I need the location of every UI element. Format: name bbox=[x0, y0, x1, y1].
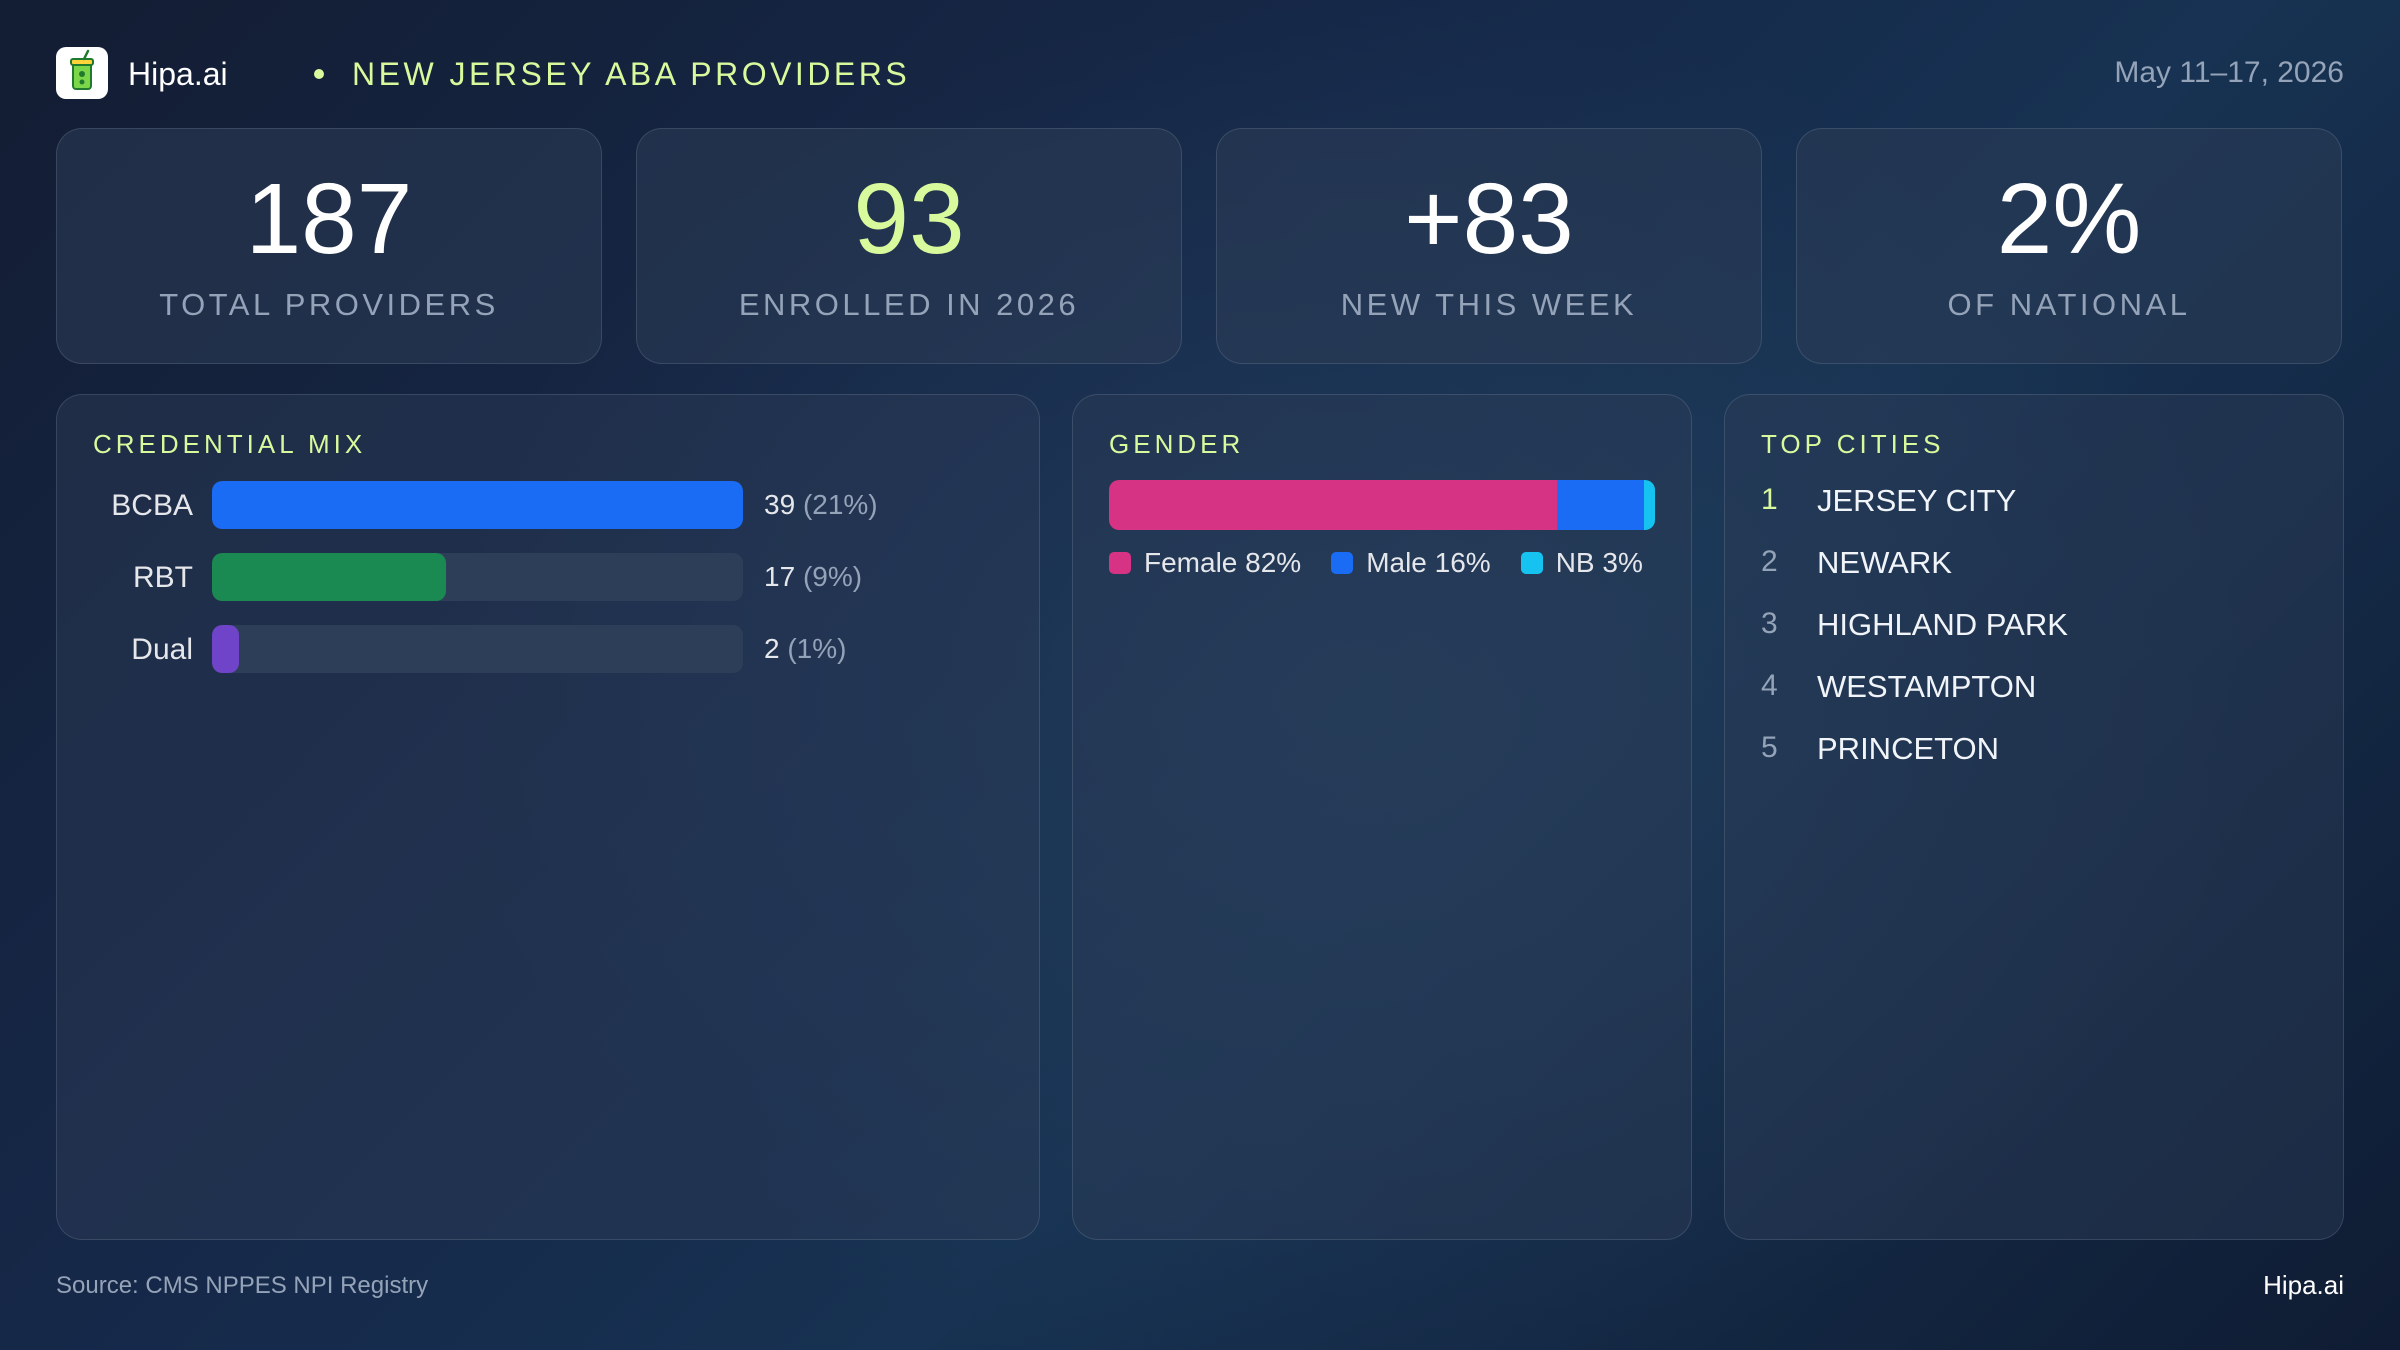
legend-item-female: Female 82% bbox=[1109, 547, 1301, 579]
credential-count: 2 bbox=[764, 633, 780, 664]
cup-logo-icon bbox=[56, 47, 108, 99]
footer-brand: Hipa.ai bbox=[2263, 1270, 2344, 1300]
legend-swatch bbox=[1520, 552, 1543, 574]
legend-item-male: Male 16% bbox=[1331, 547, 1491, 579]
credential-count: 39 bbox=[764, 489, 796, 520]
credential-bar-fill bbox=[212, 481, 743, 529]
city-rank: 4 bbox=[1761, 669, 1778, 702]
stat-value: 93 bbox=[853, 163, 965, 275]
top-cities-panel: TOP CITIES 1 JERSEY CITY 2 NEWARK 3 HIGH… bbox=[1724, 394, 2344, 1240]
credential-row-dual: Dual 2 (1%) bbox=[57, 625, 1039, 673]
legend-label: Male 16% bbox=[1366, 547, 1491, 578]
credential-value: 39 (21%) bbox=[764, 489, 878, 521]
credential-bar-track bbox=[212, 481, 743, 529]
city-name: HIGHLAND PARK bbox=[1817, 607, 2068, 642]
legend-item-nb: NB 3% bbox=[1520, 547, 1643, 579]
city-rank: 5 bbox=[1761, 731, 1778, 764]
stat-label: ENROLLED IN 2026 bbox=[738, 287, 1080, 322]
stat-card-total-providers: 187 TOTAL PROVIDERS bbox=[56, 128, 602, 364]
credential-row-rbt: RBT 17 (9%) bbox=[57, 553, 1039, 601]
stat-value: +83 bbox=[1404, 163, 1574, 275]
stat-label: TOTAL PROVIDERS bbox=[159, 287, 499, 322]
stat-value: 2% bbox=[1996, 163, 2142, 275]
credential-label: BCBA bbox=[111, 489, 193, 522]
panel-title: CREDENTIAL MIX bbox=[93, 429, 367, 459]
credential-bar-track bbox=[212, 553, 743, 601]
stat-card-new-this-week: +83 NEW THIS WEEK bbox=[1216, 128, 1762, 364]
credential-value: 2 (1%) bbox=[764, 633, 846, 665]
gender-panel: GENDER Female 82% Male 16% NB 3% bbox=[1072, 394, 1692, 1240]
stat-label: OF NATIONAL bbox=[1947, 287, 2191, 322]
panel-title: TOP CITIES bbox=[1761, 429, 1945, 459]
header: Hipa.ai NEW JERSEY ABA PROVIDERS May 11–… bbox=[56, 46, 2344, 102]
panel-title: GENDER bbox=[1109, 429, 1245, 459]
credential-mix-panel: CREDENTIAL MIX BCBA 39 (21%) RBT 17 (9%)… bbox=[56, 394, 1040, 1240]
credential-bar-fill bbox=[212, 553, 446, 601]
city-rank: 2 bbox=[1761, 545, 1778, 578]
legend-swatch bbox=[1331, 552, 1354, 574]
credential-value: 17 (9%) bbox=[764, 561, 862, 593]
city-rank: 1 bbox=[1761, 483, 1778, 516]
city-name: NEWARK bbox=[1817, 545, 1952, 580]
credential-bar-track bbox=[212, 625, 743, 673]
city-name: JERSEY CITY bbox=[1817, 483, 2017, 518]
gender-legend: Female 82% Male 16% NB 3% bbox=[1109, 547, 1673, 579]
credential-bar-fill bbox=[212, 625, 239, 673]
separator-dot bbox=[314, 69, 324, 79]
date-range: May 11–17, 2026 bbox=[2114, 56, 2344, 89]
legend-label: NB 3% bbox=[1555, 547, 1643, 578]
stat-value: 187 bbox=[245, 163, 413, 275]
gender-segment-nb bbox=[1644, 480, 1655, 530]
source-note: Source: CMS NPPES NPI Registry bbox=[56, 1272, 429, 1299]
credential-label: Dual bbox=[131, 633, 193, 666]
city-rank: 3 bbox=[1761, 607, 1778, 640]
gender-stacked-bar bbox=[1109, 480, 1655, 530]
legend-label: Female 82% bbox=[1144, 547, 1302, 578]
credential-percent: (9%) bbox=[802, 561, 863, 592]
page-title: NEW JERSEY ABA PROVIDERS bbox=[352, 56, 911, 92]
city-name: PRINCETON bbox=[1817, 731, 2000, 766]
brand-name: Hipa.ai bbox=[128, 56, 228, 92]
credential-label: RBT bbox=[133, 561, 193, 594]
stat-card-enrolled: 93 ENROLLED IN 2026 bbox=[636, 128, 1182, 364]
credential-count: 17 bbox=[764, 561, 796, 592]
stat-card-of-national: 2% OF NATIONAL bbox=[1796, 128, 2342, 364]
city-name: WESTAMPTON bbox=[1817, 669, 2037, 704]
credential-row-bcba: BCBA 39 (21%) bbox=[57, 481, 1039, 529]
credential-percent: (1%) bbox=[787, 633, 847, 664]
stat-label: NEW THIS WEEK bbox=[1340, 287, 1638, 322]
gender-segment-male bbox=[1556, 480, 1645, 530]
gender-segment-female bbox=[1109, 480, 1557, 530]
legend-swatch bbox=[1109, 552, 1131, 574]
credential-percent: (21%) bbox=[802, 489, 878, 520]
